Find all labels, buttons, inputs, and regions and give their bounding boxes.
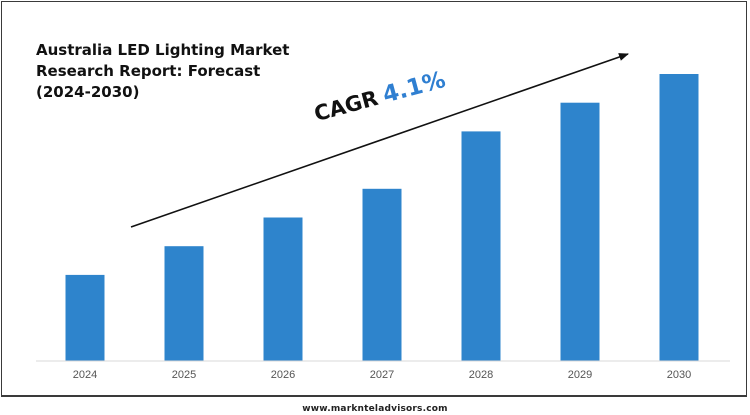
footer-band xyxy=(0,399,750,415)
bar-2024 xyxy=(65,274,105,361)
chart-frame xyxy=(1,1,747,397)
bar-2029 xyxy=(560,102,600,361)
bar-2028 xyxy=(461,131,501,361)
cagr-trend-arrow xyxy=(130,53,629,228)
x-tick-label-2028: 2028 xyxy=(469,369,493,381)
x-tick-label-2029: 2029 xyxy=(568,369,592,381)
footer-website: www.marknteladvisors.com xyxy=(302,404,448,414)
bar-2030 xyxy=(659,74,699,361)
bar-2026 xyxy=(263,217,303,361)
bar-2027 xyxy=(362,188,402,361)
bar-2025 xyxy=(164,246,204,361)
x-tick-label-2027: 2027 xyxy=(370,369,394,381)
x-tick-label-2026: 2026 xyxy=(271,369,295,381)
x-tick-label-2025: 2025 xyxy=(172,369,196,381)
x-tick-label-2024: 2024 xyxy=(73,369,97,381)
x-tick-label-2030: 2030 xyxy=(667,369,691,381)
chart-title: Australia LED Lighting Market Research R… xyxy=(36,41,290,101)
